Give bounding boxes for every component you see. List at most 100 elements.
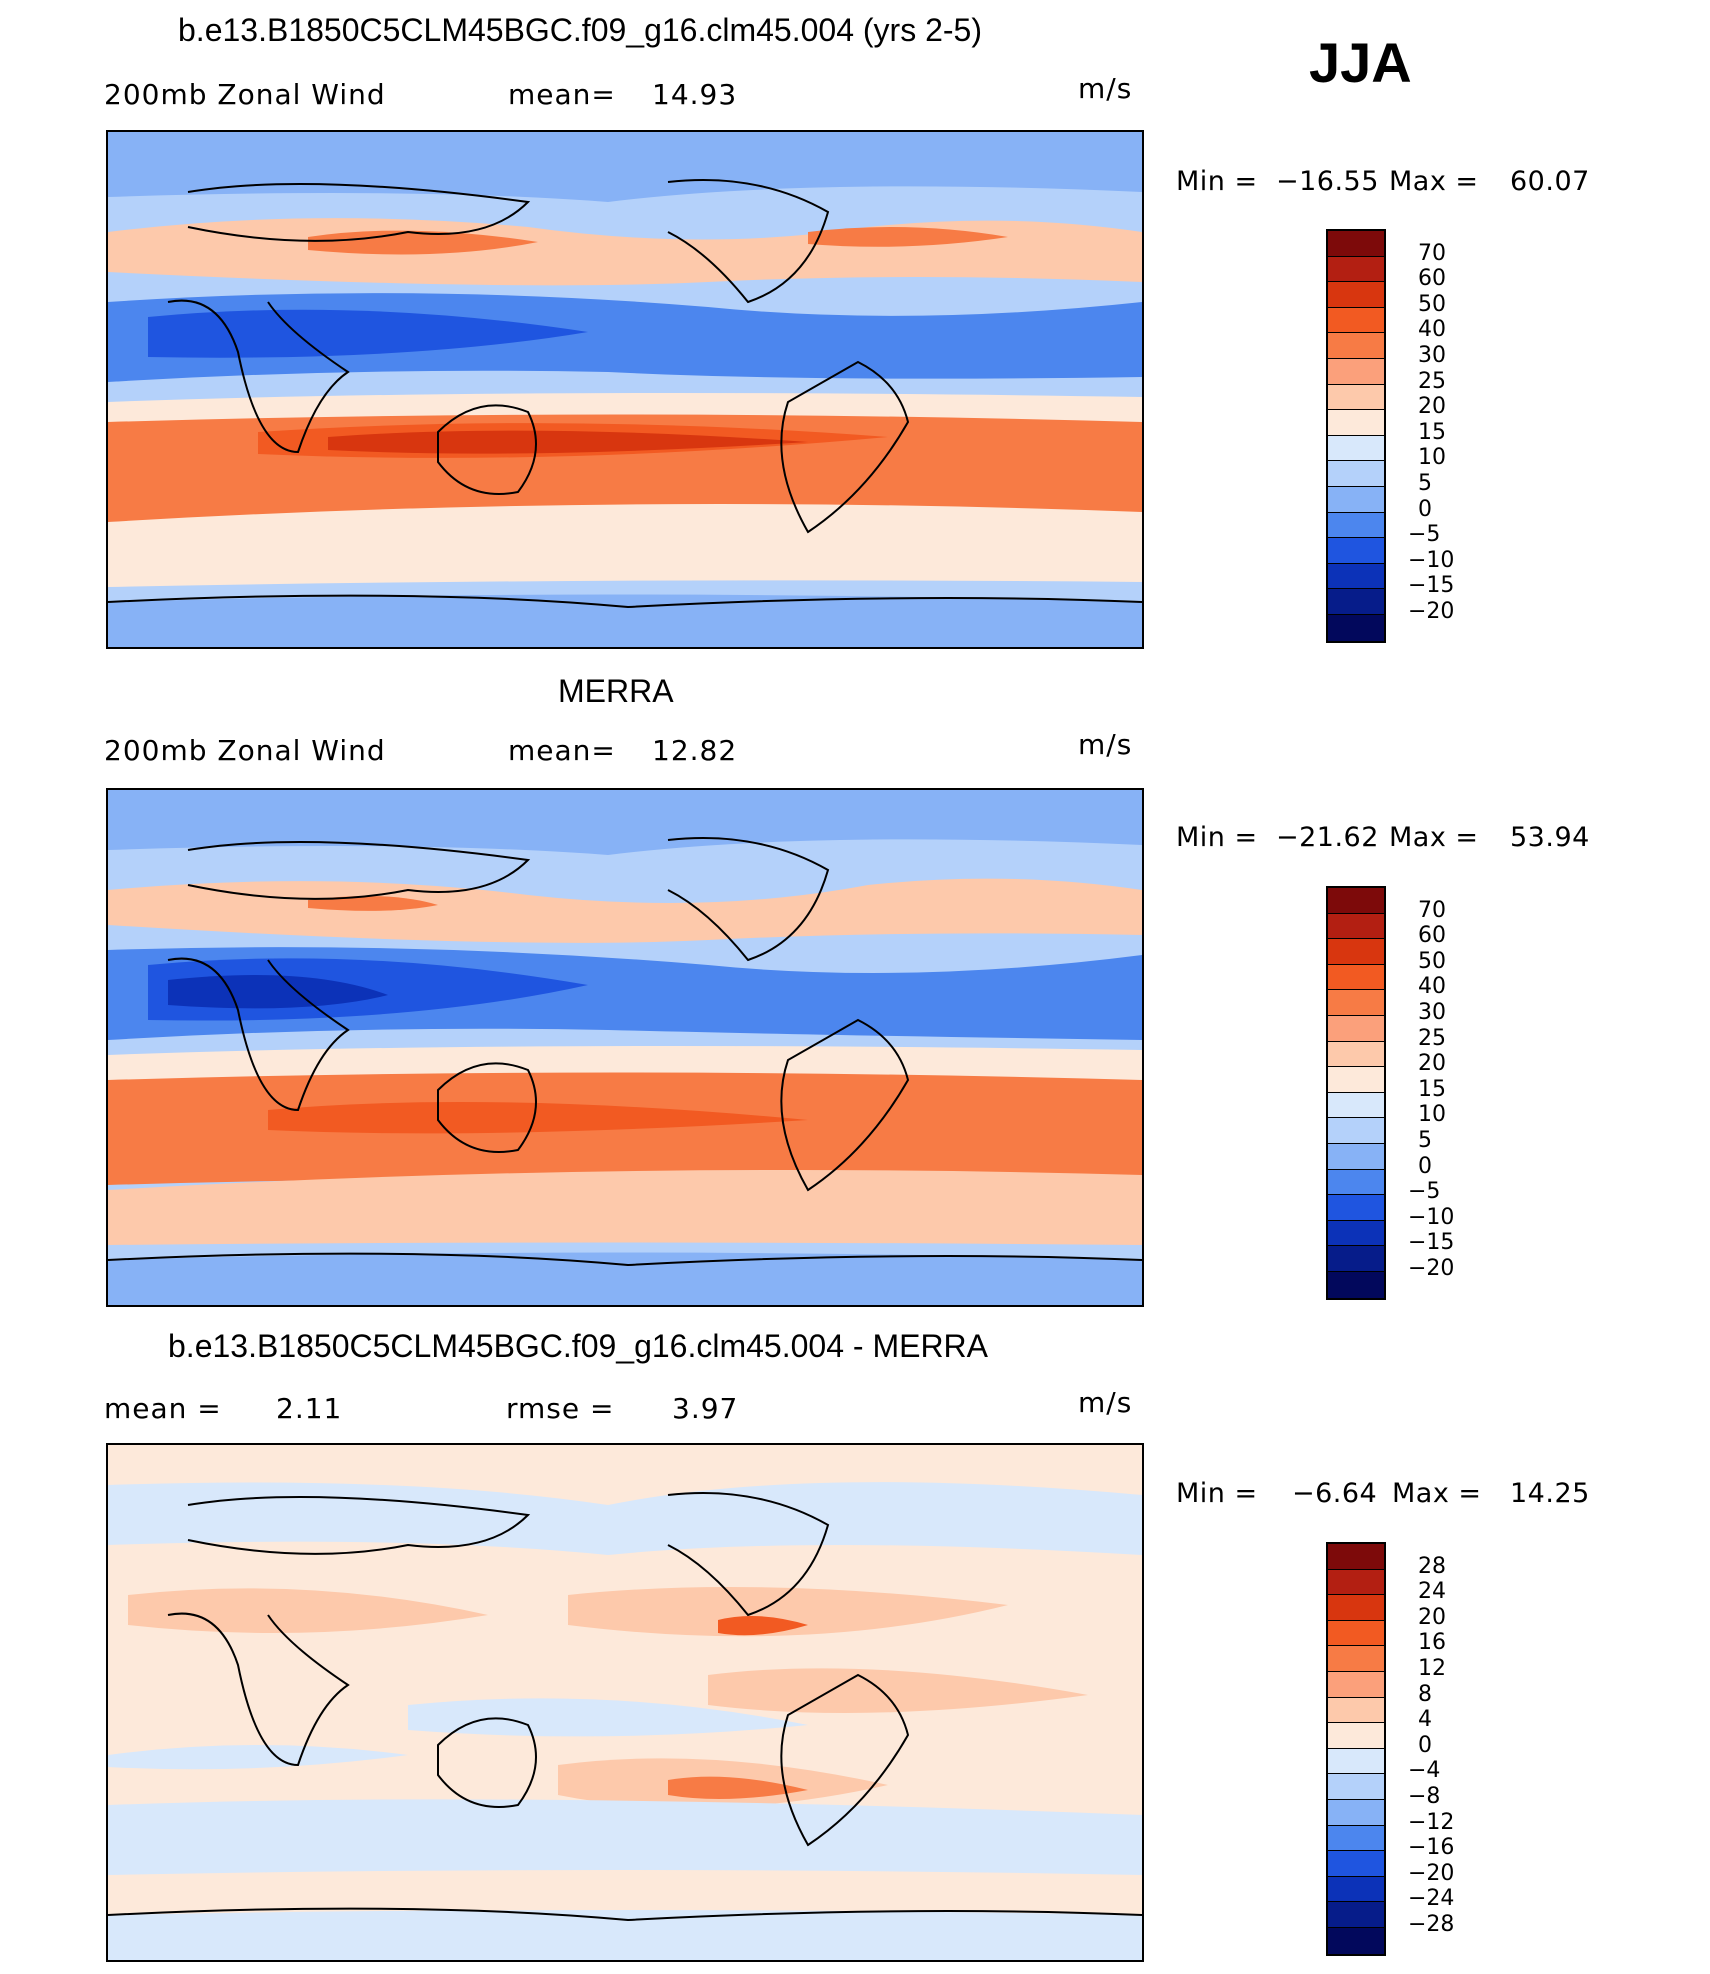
colorbar-swatch [1328, 1646, 1384, 1672]
panel-3-mean-value: 2.11 [276, 1392, 343, 1425]
colorbar-swatch [1328, 410, 1384, 436]
colorbar-swatch [1328, 964, 1384, 991]
colorbar-tick-label: 0 [1418, 496, 1432, 522]
colorbar-tick-label: 30 [1418, 1000, 1446, 1025]
colorbar-swatch [1328, 589, 1384, 615]
colorbar-tick-label: 60 [1418, 266, 1446, 292]
colorbar-tick-label: −15 [1408, 1230, 1455, 1256]
panel-3-mean-label: mean = [104, 1392, 222, 1425]
colorbar-tick-label: 4 [1418, 1707, 1432, 1733]
colorbar-tick-label: 15 [1418, 1076, 1446, 1102]
colorbar-tick-label: −8 [1408, 1784, 1441, 1809]
colorbar-swatch [1328, 990, 1384, 1016]
colorbar-swatch [1328, 231, 1384, 257]
colorbar-tick-label: −10 [1408, 1204, 1455, 1230]
panel-1-min-label: Min = [1176, 166, 1258, 197]
colorbar-tick-label: 24 [1418, 1579, 1446, 1605]
panel-3-colorbar [1326, 1542, 1386, 1956]
panel-2-mean-label: mean= [508, 734, 616, 767]
colorbar-swatch [1328, 614, 1384, 641]
panel-1-title: b.e13.B1850C5CLM45BGC.f09_g16.clm45.004 … [178, 12, 982, 48]
colorbar-swatch [1328, 307, 1384, 334]
colorbar-tick-label: 10 [1418, 1102, 1446, 1128]
colorbar-swatch [1328, 939, 1384, 965]
colorbar-tick-label: 0 [1418, 1153, 1432, 1179]
colorbar-swatch [1328, 1169, 1384, 1196]
colorbar-swatch [1328, 1195, 1384, 1221]
panel-1-max-value: 60.07 [1510, 166, 1590, 197]
colorbar-swatch [1328, 1041, 1384, 1068]
colorbar-swatch [1328, 282, 1384, 308]
colorbar-swatch [1328, 1774, 1384, 1800]
colorbar-tick-label: 8 [1418, 1681, 1432, 1707]
colorbar-tick-label: −4 [1408, 1758, 1441, 1784]
panel-1-min-value: −16.55 [1276, 166, 1379, 197]
colorbar-tick-label: 50 [1418, 948, 1446, 974]
panel-2-title: MERRA [558, 673, 674, 709]
panel-3-units: m/s [1078, 1386, 1133, 1419]
colorbar-swatch [1328, 1902, 1384, 1928]
season-label: JJA [1309, 31, 1412, 94]
panel-1-colorbar [1326, 229, 1386, 643]
colorbar-tick-label: −10 [1408, 547, 1455, 573]
colorbar-tick-label: 60 [1418, 923, 1446, 949]
colorbar-swatch [1328, 486, 1384, 513]
colorbar-tick-label: 25 [1418, 1025, 1446, 1051]
colorbar-swatch [1328, 333, 1384, 359]
colorbar-swatch [1328, 563, 1384, 590]
panel-1-mean-value: 14.93 [652, 78, 738, 111]
colorbar-swatch [1328, 1697, 1384, 1724]
colorbar-swatch [1328, 1092, 1384, 1119]
colorbar-tick-label: 25 [1418, 368, 1446, 394]
panel-2-colorbar [1326, 886, 1386, 1300]
colorbar-swatch [1328, 1748, 1384, 1775]
colorbar-tick-label: 16 [1418, 1630, 1446, 1656]
panel-1-variable: 200mb Zonal Wind [104, 78, 386, 111]
colorbar-tick-label: 20 [1418, 1051, 1446, 1077]
colorbar-swatch [1328, 1246, 1384, 1272]
colorbar-swatch [1328, 1927, 1384, 1954]
colorbar-swatch [1328, 1271, 1384, 1298]
colorbar-tick-label: 5 [1418, 471, 1432, 496]
colorbar-tick-label: 12 [1418, 1656, 1446, 1681]
panel-3-min-value: −6.64 [1292, 1478, 1378, 1509]
panel-3-rmse-label: rmse = [506, 1392, 615, 1425]
colorbar-swatch [1328, 358, 1384, 385]
colorbar-tick-label: −5 [1408, 1179, 1441, 1205]
panel-2-min-label: Min = [1176, 822, 1258, 853]
panel-3-max-value: 14.25 [1510, 1478, 1590, 1509]
colorbar-tick-label: −24 [1408, 1886, 1455, 1912]
colorbar-tick-label: −20 [1408, 599, 1455, 624]
colorbar-tick-label: 40 [1418, 974, 1446, 1000]
colorbar-tick-label: −20 [1408, 1860, 1455, 1886]
colorbar-tick-label: 30 [1418, 343, 1446, 368]
colorbar-tick-label: −12 [1408, 1809, 1455, 1835]
panel-3-rmse-value: 3.97 [672, 1392, 739, 1425]
panel-2-map [106, 788, 1144, 1307]
colorbar-swatch [1328, 1544, 1384, 1570]
colorbar-swatch [1328, 1671, 1384, 1698]
colorbar-swatch [1328, 1876, 1384, 1903]
colorbar-swatch [1328, 435, 1384, 462]
colorbar-swatch [1328, 1015, 1384, 1042]
colorbar-swatch [1328, 913, 1384, 940]
colorbar-tick-label: −15 [1408, 573, 1455, 599]
colorbar-swatch [1328, 1118, 1384, 1144]
colorbar-swatch [1328, 1067, 1384, 1093]
colorbar-swatch [1328, 1595, 1384, 1621]
colorbar-swatch [1328, 461, 1384, 487]
panel-1-units: m/s [1078, 72, 1133, 105]
panel-2-max-value: 53.94 [1510, 822, 1590, 853]
colorbar-swatch [1328, 1799, 1384, 1826]
colorbar-tick-label: 5 [1418, 1128, 1432, 1153]
panel-1-max-label: Max = [1389, 166, 1479, 197]
panel-3-min-label: Min = [1176, 1478, 1258, 1509]
colorbar-tick-label: 15 [1418, 419, 1446, 445]
colorbar-swatch [1328, 1143, 1384, 1170]
colorbar-swatch [1328, 256, 1384, 283]
colorbar-swatch [1328, 1723, 1384, 1749]
panel-2-max-label: Max = [1389, 822, 1479, 853]
panel-3-title: b.e13.B1850C5CLM45BGC.f09_g16.clm45.004 … [168, 1328, 988, 1364]
panel-1-map [106, 130, 1144, 649]
colorbar-tick-label: 20 [1418, 394, 1446, 420]
